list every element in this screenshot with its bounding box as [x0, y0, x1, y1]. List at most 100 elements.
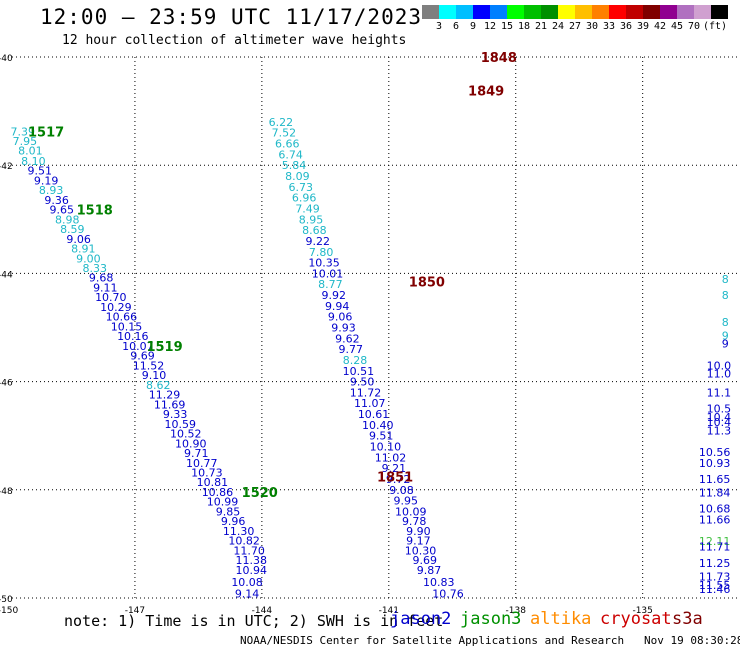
wave-height-label: 9.85	[216, 505, 241, 518]
wave-height-label: 10.61	[358, 408, 390, 421]
note-text: note: 1) Time is in UTC; 2) SWH is in fe…	[64, 612, 444, 630]
wave-height-label: 9.51	[369, 430, 394, 443]
wave-height-label: 9.33	[163, 408, 188, 421]
wave-height-label: 11.70	[233, 544, 265, 557]
wave-height-label: 9	[722, 330, 729, 343]
wave-height-label: 9.08	[389, 484, 414, 497]
wave-height-label: 11.69	[154, 398, 186, 411]
wave-height-label: 11.0	[707, 367, 732, 380]
y-tick-label: -44	[0, 270, 13, 280]
wave-height-label: 10.5	[707, 403, 732, 416]
scale-label: 45	[670, 21, 684, 32]
wave-height-label: 8.98	[55, 213, 80, 226]
wave-height-label: 7.49	[295, 202, 320, 215]
wave-height-label: 10.15	[111, 320, 143, 333]
wave-height-label: 9.36	[44, 194, 69, 207]
wave-height-label: 10.83	[423, 576, 455, 589]
scale-swatch	[524, 5, 541, 19]
wave-height-label: 9.78	[402, 515, 427, 528]
wave-height-label: 11.38	[236, 554, 268, 567]
scale-swatch	[660, 5, 677, 19]
wave-height-label: 9.72	[386, 473, 411, 486]
wave-height-label: 10.29	[100, 301, 132, 314]
wave-height-label: 10.82	[228, 535, 260, 548]
wave-height-label: 10.09	[395, 505, 427, 518]
scale-swatch	[473, 5, 490, 19]
wave-height-label: 10.86	[202, 486, 234, 499]
wave-height-label: 9.71	[184, 447, 209, 460]
wave-height-label: 8.28	[343, 354, 368, 367]
wave-height-label: 10.4	[707, 411, 732, 424]
wave-height-label: 8.09	[285, 170, 310, 183]
scale-label: 33	[602, 21, 616, 32]
scale-label: 6	[452, 21, 460, 32]
x-tick-label: -135	[632, 606, 652, 616]
wave-height-label: 10.94	[236, 564, 268, 577]
wave-height-label: 9.00	[76, 252, 101, 265]
wave-height-label: 10.0	[707, 359, 732, 372]
pass-time-label: 1520	[242, 486, 278, 501]
wave-height-label: 11.73	[699, 570, 731, 583]
pass-time-label: 1851	[377, 470, 413, 485]
footer-credit: NOAA/NESDIS Center for Satellite Applica…	[240, 634, 740, 647]
scale-label: 70	[687, 21, 701, 32]
wave-height-label: 8.59	[60, 223, 85, 236]
wave-height-label: 9.96	[221, 515, 246, 528]
wave-height-label: 9.90	[406, 525, 431, 538]
wave-height-label: 10.08	[231, 576, 263, 589]
scale-swatch	[490, 5, 507, 19]
wave-height-label: 10.52	[170, 428, 202, 441]
y-tick-label: -42	[0, 162, 13, 172]
scale-label: 15	[500, 21, 514, 32]
wave-height-label: 11.25	[699, 557, 731, 570]
wave-height-label: 7.80	[309, 246, 334, 259]
wave-height-label: 11.66	[699, 514, 731, 527]
wave-height-label: 8	[722, 316, 729, 329]
scale-label: 12	[483, 21, 497, 32]
wave-height-label: 11.55	[699, 579, 731, 592]
scale-swatch	[439, 5, 456, 19]
scale-label: 21	[534, 21, 548, 32]
x-tick-label: -141	[379, 606, 399, 616]
wave-height-label: 9.92	[322, 289, 347, 302]
wave-height-label: 11.52	[133, 359, 165, 372]
x-tick-label: -150	[0, 606, 18, 616]
wave-height-label: 11.84	[699, 487, 731, 500]
pass-time-label: 1850	[409, 276, 445, 291]
wave-height-label: 9.93	[331, 322, 356, 335]
wave-height-label: 10.40	[362, 419, 394, 432]
wave-height-label: 10.59	[164, 418, 196, 431]
wave-height-label: 11.1	[707, 386, 732, 399]
wave-height-label: 8.62	[146, 379, 171, 392]
scale-label: 42	[653, 21, 667, 32]
x-tick-label: -138	[506, 606, 527, 616]
wave-height-label: 11.3	[707, 424, 732, 437]
wave-height-label: 10.99	[207, 496, 239, 509]
wave-height-label: 11.65	[699, 473, 731, 486]
wave-height-label: 8.68	[302, 224, 327, 237]
wave-height-label: 6.73	[289, 181, 314, 194]
wave-height-label: 10.16	[117, 330, 149, 343]
wave-height-label: 11.72	[350, 386, 382, 399]
wave-height-label: 10.4	[707, 416, 732, 429]
wave-height-label: 10.10	[370, 441, 402, 454]
wave-height-label: 8	[722, 273, 729, 286]
wave-height-label: 7.95	[13, 135, 38, 148]
x-tick-label: -144	[252, 606, 273, 616]
wave-height-label: 11.07	[354, 397, 386, 410]
wave-height-label: 6.22	[269, 116, 294, 129]
wave-height-label: 6.96	[292, 192, 317, 205]
scale-swatch	[575, 5, 592, 19]
scale-swatch	[541, 5, 558, 19]
wave-height-label: 10.73	[191, 466, 223, 479]
pass-time-label: 1518	[77, 204, 113, 219]
wave-height-label: 10.01	[312, 267, 344, 280]
pass-time-label: 1848	[481, 51, 517, 66]
wave-height-label: 8	[722, 289, 729, 302]
scale-label: 30	[585, 21, 599, 32]
color-scale-bar	[422, 5, 728, 19]
wave-height-label: 8.95	[299, 213, 324, 226]
y-tick-label: -46	[0, 379, 13, 389]
